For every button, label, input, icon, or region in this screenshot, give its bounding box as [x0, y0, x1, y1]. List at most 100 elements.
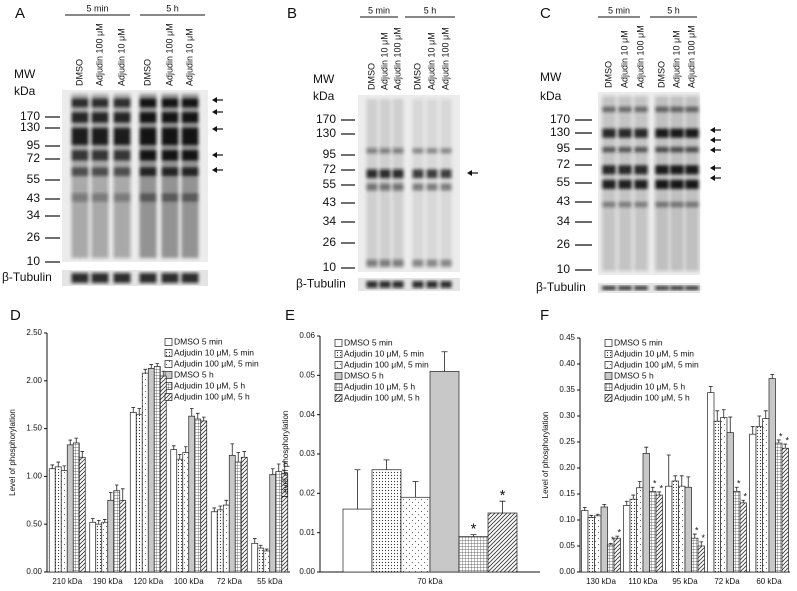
- lane-label: Adjudin 10 μM: [379, 32, 389, 90]
- marker-label: 43: [27, 191, 41, 205]
- bar: [655, 494, 663, 573]
- y-tick-label: 2.00: [26, 376, 42, 385]
- legend-label: Adjudin 100 μM, 5 min: [174, 358, 259, 368]
- blot-lanes: [71, 94, 199, 258]
- error-bar: [114, 484, 119, 491]
- bar: [147, 368, 155, 573]
- error-bar: [195, 412, 200, 420]
- blot-lanes: [602, 96, 699, 271]
- error-bar: [595, 513, 600, 516]
- error-bar: [137, 408, 142, 415]
- band: [440, 259, 452, 267]
- significance-mark: *: [611, 535, 615, 545]
- y-tick-label: 0.03: [299, 449, 315, 458]
- bar: [342, 508, 373, 573]
- x-tick-label: 120 kDa: [133, 577, 163, 586]
- band: [618, 179, 632, 189]
- band: [161, 98, 179, 108]
- tubulin-band: [113, 273, 131, 283]
- error-bar: [96, 519, 101, 525]
- error-bar: [673, 475, 678, 481]
- band: [181, 112, 199, 123]
- error-bar: [757, 415, 762, 427]
- band: [670, 106, 684, 113]
- band: [113, 150, 131, 161]
- lane-label: DMSO: [74, 59, 84, 86]
- tubulin-bands: [71, 273, 199, 283]
- error-bar: [699, 541, 704, 546]
- legend-label: Adjudin 10 μM, 5 h: [614, 381, 685, 391]
- bar: [581, 510, 589, 573]
- x-tick-label: 190 kDa: [93, 577, 123, 586]
- legend-swatch: [334, 394, 343, 402]
- error-bar: [715, 410, 720, 422]
- tubulin-band: [366, 281, 378, 288]
- error-bar: [212, 507, 217, 512]
- band: [139, 98, 157, 108]
- band: [91, 150, 109, 161]
- bar: [629, 498, 637, 573]
- error-bar: [770, 374, 775, 379]
- marker-label: 10: [557, 262, 571, 276]
- legend-swatch: [334, 372, 343, 380]
- marker-label: 26: [323, 235, 337, 249]
- band: [139, 193, 157, 202]
- loading-label: β-Tubulin: [2, 270, 52, 284]
- tubulin-band: [91, 273, 109, 283]
- panel-letter: D: [10, 307, 21, 324]
- legend-swatch: [334, 339, 343, 347]
- bar: [371, 469, 402, 573]
- band: [440, 148, 452, 154]
- legend-label: DMSO 5 min: [174, 336, 223, 346]
- legend-swatch: [604, 350, 613, 358]
- error-bar: [74, 437, 79, 443]
- bar: [129, 411, 137, 573]
- marker-label: 72: [27, 151, 41, 165]
- y-tick-label: 0.00: [559, 567, 575, 576]
- arrow: [467, 170, 472, 176]
- mw-label: MW: [540, 70, 562, 84]
- marker-label: 10: [323, 260, 337, 274]
- bar: [194, 418, 202, 573]
- error-bar: [80, 451, 85, 458]
- error-bar: [68, 439, 73, 445]
- error-bar: [589, 514, 594, 518]
- bar: [458, 536, 489, 573]
- band: [139, 150, 157, 161]
- bar: [739, 502, 747, 573]
- legend-label: Adjudin 100 μM, 5 min: [344, 359, 429, 369]
- band: [685, 179, 699, 189]
- kda-label: kDa: [313, 89, 335, 103]
- bar: [54, 466, 62, 573]
- lane-label: Adjudin 10 μM: [619, 30, 629, 88]
- bar: [95, 523, 103, 573]
- bar: [768, 378, 776, 573]
- bar: [649, 491, 657, 573]
- error-bar: [602, 504, 607, 507]
- error-bar: [650, 486, 655, 492]
- y-tick-label: 0.00: [26, 567, 42, 576]
- bar: [101, 521, 109, 573]
- band: [426, 148, 438, 154]
- tubulin-band: [618, 286, 632, 290]
- band: [366, 169, 378, 179]
- band: [634, 146, 648, 153]
- tubulin-band: [71, 273, 89, 283]
- marker-label: 130: [20, 120, 40, 134]
- error-bar: [499, 500, 506, 513]
- marker-label: 55: [323, 177, 337, 191]
- band: [670, 128, 684, 138]
- panel-letter: E: [285, 307, 295, 324]
- error-bar: [582, 507, 587, 511]
- band: [71, 193, 89, 202]
- bar: [182, 452, 190, 573]
- error-bar: [149, 364, 154, 369]
- y-tick-label: 0.35: [559, 385, 575, 394]
- band: [655, 165, 669, 175]
- band: [181, 150, 199, 161]
- band: [618, 146, 632, 153]
- error-bar: [264, 548, 269, 551]
- error-bar: [750, 426, 755, 435]
- band: [634, 106, 648, 113]
- band: [71, 98, 89, 108]
